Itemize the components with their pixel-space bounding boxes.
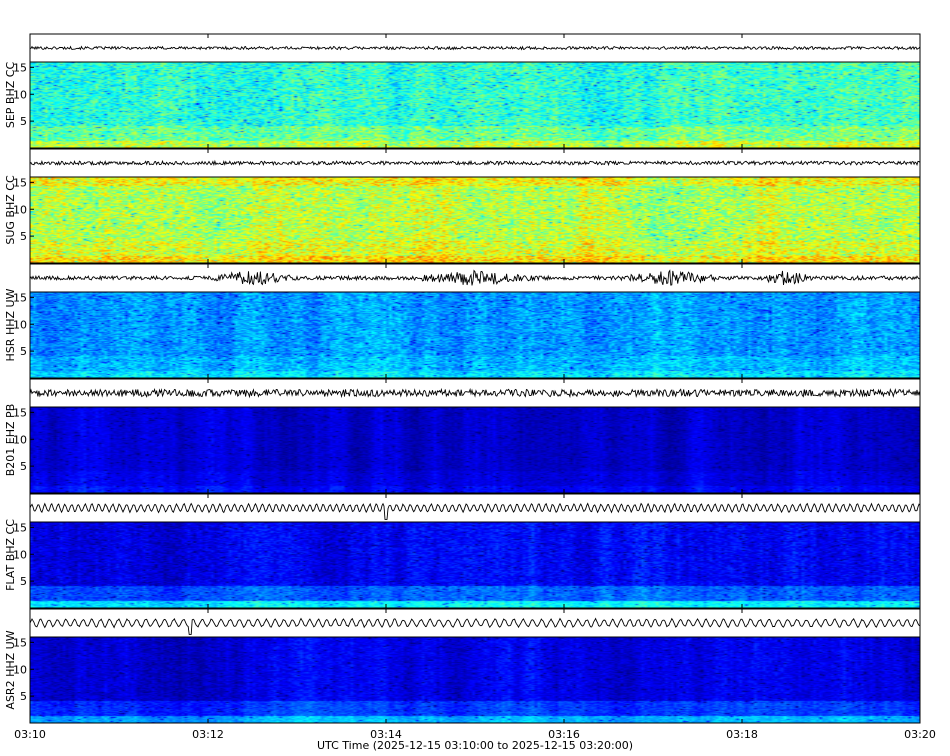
seismogram-trace [29,45,921,51]
station-label: HSR HHZ UW [4,288,17,361]
frequency-tick-label: 5 [20,460,27,473]
seismogram-trace [29,617,921,635]
spectrogram-frame [29,176,921,264]
spectrogram-frame [29,291,921,379]
station-label: SUG BHZ CC [4,175,17,245]
seismogram-trace [29,269,921,286]
seismogram-trace [29,387,921,399]
frequency-tick-label: 10 [13,433,27,446]
frequency-tick-label: 15 [13,61,27,74]
time-tick-label: 03:16 [548,728,580,741]
frequency-tick-label: 5 [20,690,27,703]
x-axis: 03:10 03:12 03:14 03:16 03:18 03:20 [14,728,936,741]
spectrogram-frame [29,61,921,149]
trace-box [29,493,921,523]
time-tick-label: 03:20 [904,728,936,741]
x-axis-label: UTC Time (2025-12-15 03:10:00 to 2025-12… [317,739,633,752]
spectrogram-image [30,522,920,608]
seismogram-trace [29,159,921,167]
time-tick-label: 03:10 [14,728,46,741]
spectrogram-image [30,407,920,493]
frequency-tick-label: 5 [20,345,27,358]
trace-box [29,608,921,638]
frequency-tick-label: 10 [13,203,27,216]
frequency-tick-label: 10 [13,88,27,101]
frequency-tick-label: 5 [20,230,27,243]
time-tick-label: 03:18 [726,728,758,741]
frequency-tick-label: 15 [13,521,27,534]
time-tick-label: 03:14 [370,728,402,741]
frequency-tick-label: 15 [13,406,27,419]
station-label: FLAT BHZ CC [4,519,17,591]
spectrogram-frame [29,636,921,724]
spectrogram-frame [29,521,921,609]
spectrogram-image [30,177,920,263]
frequency-tick-label: 10 [13,548,27,561]
spectrogram-image [30,62,920,148]
station-label: ASR2 HHZ UW [4,630,17,709]
frequency-tick-label: 5 [20,575,27,588]
station-label: SEP BHZ CC [4,62,17,129]
spectrogram-image [30,292,920,378]
spectrogram-frame [29,406,921,494]
frequency-tick-label: 15 [13,176,27,189]
time-tick-label: 03:12 [192,728,224,741]
frequency-tick-label: 10 [13,663,27,676]
frequency-tick-label: 15 [13,636,27,649]
spectrogram-image [30,637,920,723]
seismogram-trace [29,502,921,520]
frequency-tick-label: 10 [13,318,27,331]
frequency-tick-label: 15 [13,291,27,304]
station-label: B201 EHZ PB [4,404,17,476]
frequency-tick-label: 5 [20,115,27,128]
